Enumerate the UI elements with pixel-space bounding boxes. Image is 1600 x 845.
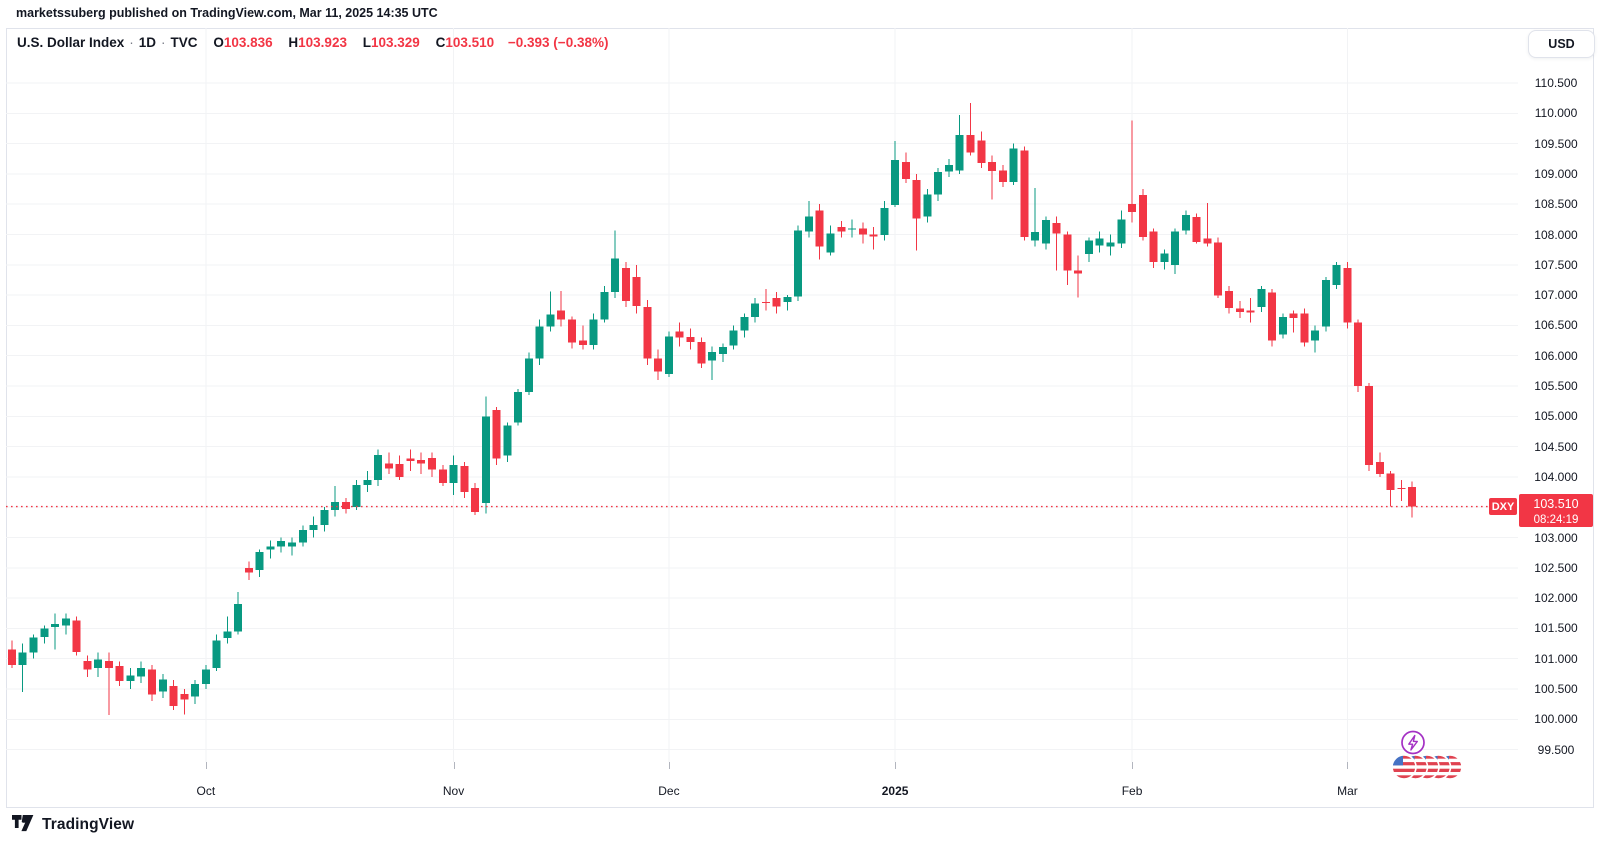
open-label: O	[213, 35, 224, 50]
price-axis[interactable]: 110.500 110.000 109.500 109.000 108.500 108.0…	[1518, 28, 1594, 762]
symbol-price-flag: DXY	[1489, 498, 1517, 515]
price-axis-label: 105.500	[1534, 379, 1578, 393]
time-axis-label: Nov	[442, 784, 465, 798]
time-axis-tick	[1347, 762, 1349, 769]
last-price-value: 103.510	[1533, 497, 1579, 511]
low-value: 103.329	[370, 35, 420, 50]
lightning-reaction-icon[interactable]	[1401, 730, 1425, 755]
price-axis-label: 107.500	[1534, 257, 1578, 272]
exchange-label: TVC	[170, 35, 198, 50]
price-axis-label: 99.500	[1537, 742, 1575, 757]
high-label: H	[288, 35, 299, 50]
chart-frame	[6, 28, 1594, 808]
currency-toggle-button[interactable]: USD	[1528, 30, 1595, 58]
price-axis-label: 101.500	[1534, 621, 1578, 636]
time-axis-tick	[668, 762, 670, 769]
price-axis-label: 106.500	[1534, 318, 1578, 333]
tradingview-logo-link[interactable]: TradingView	[12, 815, 134, 834]
price-axis-label: 100.000	[1534, 712, 1578, 727]
price-axis-label: 110.500	[1534, 76, 1578, 90]
price-axis-label: 108.500	[1534, 197, 1578, 212]
price-axis-label: 110.000	[1534, 106, 1578, 121]
high-value: 103.923	[298, 35, 347, 50]
price-axis-label: 103.000	[1534, 530, 1578, 545]
close-value: 103.510	[445, 35, 495, 50]
time-axis-tick	[895, 762, 897, 769]
interval-label[interactable]: 1D	[138, 35, 157, 50]
candlestick-plot-area[interactable]	[6, 28, 1518, 762]
price-axis-label: 100.500	[1534, 682, 1578, 696]
price-axis-label: 107.000	[1534, 288, 1578, 303]
price-axis-label: 104.000	[1534, 469, 1578, 484]
price-axis-label: 105.000	[1534, 409, 1578, 424]
time-axis-label: Oct	[196, 784, 216, 798]
time-axis-tick	[205, 762, 207, 769]
price-axis-label: 109.500	[1534, 136, 1578, 151]
legend-separator: ·	[129, 35, 134, 50]
legend-separator: ·	[161, 35, 166, 50]
time-axis-label: Mar	[1337, 784, 1358, 798]
price-axis-label: 108.000	[1534, 227, 1578, 242]
chart-legend: U.S. Dollar Index · 1D · TVC O103.836 H103.9…	[17, 35, 608, 50]
change-value: −0.393 (−0.38%)	[507, 35, 609, 50]
us-flag-icon[interactable]	[1391, 754, 1417, 780]
last-price-tag: 103.510 08:24:19	[1519, 494, 1593, 527]
price-axis-label: 102.500	[1534, 560, 1578, 575]
time-axis[interactable]: Oct Nov Dec 2025 Feb Mar	[6, 762, 1594, 808]
close-label: C	[435, 35, 446, 50]
us-flag-reaction-icons[interactable]	[1391, 754, 1463, 780]
time-axis-label: Dec	[658, 784, 680, 798]
bar-countdown: 08:24:19	[1533, 513, 1579, 526]
time-axis-label: Feb	[1121, 784, 1143, 798]
time-axis-label: 2025	[881, 784, 909, 798]
price-axis-label: 102.000	[1534, 591, 1578, 606]
symbol-title[interactable]: U.S. Dollar Index	[17, 35, 125, 50]
attribution-text: marketssuberg published on TradingView.c…	[16, 6, 438, 20]
price-axis-label: 101.000	[1534, 651, 1578, 666]
price-axis-label: 104.500	[1534, 439, 1578, 454]
time-axis-tick	[1132, 762, 1134, 769]
price-axis-label: 109.000	[1534, 166, 1578, 181]
tradingview-brand-text: TradingView	[42, 815, 135, 833]
tradingview-logo-icon	[12, 815, 34, 832]
time-axis-tick	[453, 762, 455, 769]
price-axis-label: 106.000	[1534, 348, 1578, 363]
open-value: 103.836	[223, 35, 273, 50]
low-label: L	[362, 35, 371, 50]
